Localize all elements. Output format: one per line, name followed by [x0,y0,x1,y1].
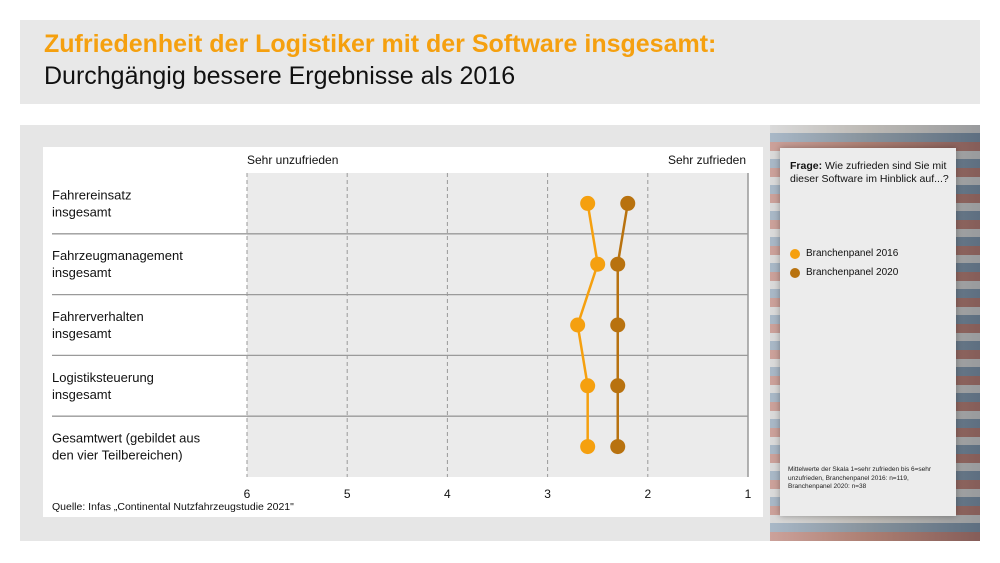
legend-dot-2016 [790,248,800,259]
category-label: den vier Teilbereichen) [52,448,183,463]
page-title: Zufriedenheit der Logistiker mit der Sof… [44,30,717,58]
category-label: Fahrerverhalten [52,309,144,324]
legend-item-2020: Branchenpanel 2020 [790,267,898,278]
legend-label: Branchenpanel 2016 [806,248,899,259]
question-text: Frage: Wie zufrieden sind Sie mit dieser… [790,160,950,186]
x-tick-label: 2 [644,487,651,501]
data-point [620,195,636,211]
scale-note: Mittelwerte der Skala 1=sehr zufrieden b… [788,466,932,490]
category-label: Gesamtwert (gebildet aus [52,431,201,446]
data-point [580,195,596,211]
data-point [610,317,626,333]
x-tick-label: 4 [444,487,451,501]
legend-item-2016: Branchenpanel 2016 [790,248,898,259]
scale-right-label: Sehr zufrieden [668,153,746,167]
source-note: Quelle: Infas „Continental Nutzfahrzeugs… [52,501,294,513]
category-label: insgesamt [52,265,112,280]
category-label: Fahrereinsatz [52,187,131,202]
header-banner [20,20,980,104]
data-point [590,256,606,272]
legend-dot-2020 [790,267,800,278]
scale-left-label: Sehr unzufrieden [247,153,338,167]
plot-area [247,173,748,477]
legend-box: Frage: Wie zufrieden sind Sie mit dieser… [780,148,956,516]
data-point [580,378,596,394]
category-label: Fahrzeugmanagement [52,248,183,263]
x-tick-label: 5 [344,487,351,501]
page-subtitle: Durchgängig bessere Ergebnisse als 2016 [44,62,516,90]
legend-label: Branchenpanel 2020 [806,267,899,278]
question-label: Frage: [790,160,823,172]
data-point [570,317,586,333]
data-point [580,439,596,455]
x-tick-label: 1 [745,487,752,501]
x-tick-label: 6 [244,487,251,501]
category-label: Logistiksteuerung [52,370,154,385]
category-label: insgesamt [52,387,112,402]
data-point [610,439,626,455]
question-body: Wie zufrieden sind Sie mit dieser Softwa… [790,160,949,185]
x-tick-label: 3 [544,487,551,501]
category-label: insgesamt [52,204,112,219]
data-point [610,256,626,272]
data-point [610,378,626,394]
category-label: insgesamt [52,326,112,341]
